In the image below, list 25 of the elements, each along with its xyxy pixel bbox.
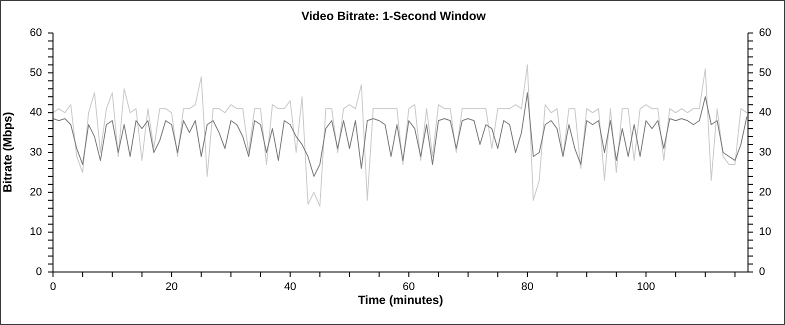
chart-title: Video Bitrate: 1-Second Window xyxy=(300,9,487,23)
line-series xyxy=(53,64,748,207)
x-tick-label: 60 xyxy=(402,281,415,293)
y2-tick-label: 0 xyxy=(759,266,766,278)
x-tick-label: 100 xyxy=(636,281,656,293)
y2-tick-label: 60 xyxy=(759,27,772,39)
y-tick-label: 60 xyxy=(30,27,42,39)
x-tick-label: 80 xyxy=(521,281,534,293)
y-tick-label: 30 xyxy=(30,146,42,158)
x-tick-label: 20 xyxy=(165,281,178,293)
y2-tick-label: 40 xyxy=(759,106,772,119)
y2-tick-label: 50 xyxy=(759,66,772,79)
y-tick-label: 20 xyxy=(30,186,42,198)
y-tick-label: 0 xyxy=(36,266,42,278)
y2-tick-label: 30 xyxy=(759,146,772,158)
y-axis-title: Bitrate (Mbps) xyxy=(0,112,14,192)
y-tick-label: 40 xyxy=(30,106,42,119)
y2-tick-label: 20 xyxy=(759,186,772,198)
x-tick-label: 0 xyxy=(50,281,56,293)
line-series xyxy=(53,92,748,177)
y-tick-label: 50 xyxy=(30,66,42,79)
x-axis-title: Time (minutes) xyxy=(358,293,444,307)
y-tick-label: 10 xyxy=(30,226,42,238)
y2-tick-label: 10 xyxy=(759,226,772,238)
x-tick-label: 40 xyxy=(284,281,296,293)
